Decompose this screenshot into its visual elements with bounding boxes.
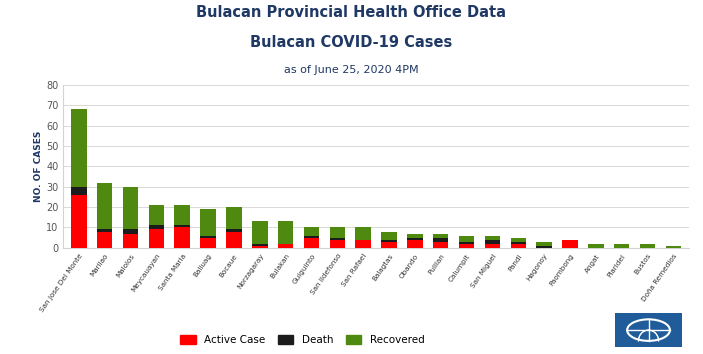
Bar: [123, 234, 138, 248]
Text: Bulacan COVID-19 Cases: Bulacan COVID-19 Cases: [250, 35, 453, 50]
Bar: [510, 242, 526, 244]
Bar: [304, 227, 319, 236]
Bar: [252, 244, 268, 246]
Bar: [226, 207, 242, 229]
Bar: [304, 238, 319, 248]
Bar: [356, 227, 371, 240]
Bar: [588, 244, 604, 248]
Bar: [71, 187, 86, 195]
Bar: [278, 244, 293, 248]
Bar: [71, 195, 86, 248]
Text: as of June 25, 2020 4PM: as of June 25, 2020 4PM: [284, 65, 419, 75]
Bar: [666, 246, 681, 248]
Bar: [510, 238, 526, 242]
Bar: [278, 221, 293, 244]
Bar: [252, 221, 268, 244]
Bar: [381, 242, 396, 248]
Bar: [97, 232, 112, 248]
Bar: [330, 238, 345, 240]
Bar: [459, 236, 475, 242]
Bar: [510, 244, 526, 248]
Bar: [226, 229, 242, 232]
Bar: [148, 229, 164, 248]
Bar: [484, 244, 501, 248]
Bar: [174, 225, 190, 227]
Bar: [97, 229, 112, 232]
Bar: [407, 234, 423, 238]
Bar: [97, 183, 112, 229]
Bar: [536, 242, 552, 246]
Bar: [562, 240, 578, 248]
Bar: [433, 238, 449, 242]
Text: Bulacan Provincial Health Office Data: Bulacan Provincial Health Office Data: [197, 5, 506, 20]
Bar: [123, 229, 138, 234]
Bar: [123, 187, 138, 229]
Bar: [536, 246, 552, 248]
Bar: [148, 205, 164, 225]
Bar: [640, 244, 655, 248]
Bar: [330, 240, 345, 248]
Bar: [484, 240, 501, 244]
Bar: [433, 242, 449, 248]
Bar: [304, 236, 319, 238]
Bar: [174, 205, 190, 225]
Bar: [381, 240, 396, 242]
Bar: [330, 227, 345, 238]
Bar: [356, 240, 371, 248]
Bar: [381, 232, 396, 240]
Bar: [252, 246, 268, 248]
Legend: Active Case, Death, Recovered: Active Case, Death, Recovered: [180, 335, 425, 345]
Bar: [71, 109, 86, 187]
Bar: [459, 244, 475, 248]
Bar: [226, 232, 242, 248]
Bar: [614, 244, 629, 248]
Bar: [148, 225, 164, 229]
Bar: [200, 209, 216, 236]
Bar: [459, 242, 475, 244]
Bar: [200, 238, 216, 248]
Y-axis label: NO. OF CASES: NO. OF CASES: [34, 131, 44, 202]
Bar: [407, 240, 423, 248]
Bar: [174, 227, 190, 248]
Bar: [433, 234, 449, 238]
Bar: [200, 236, 216, 238]
Bar: [407, 238, 423, 240]
Bar: [484, 236, 501, 240]
